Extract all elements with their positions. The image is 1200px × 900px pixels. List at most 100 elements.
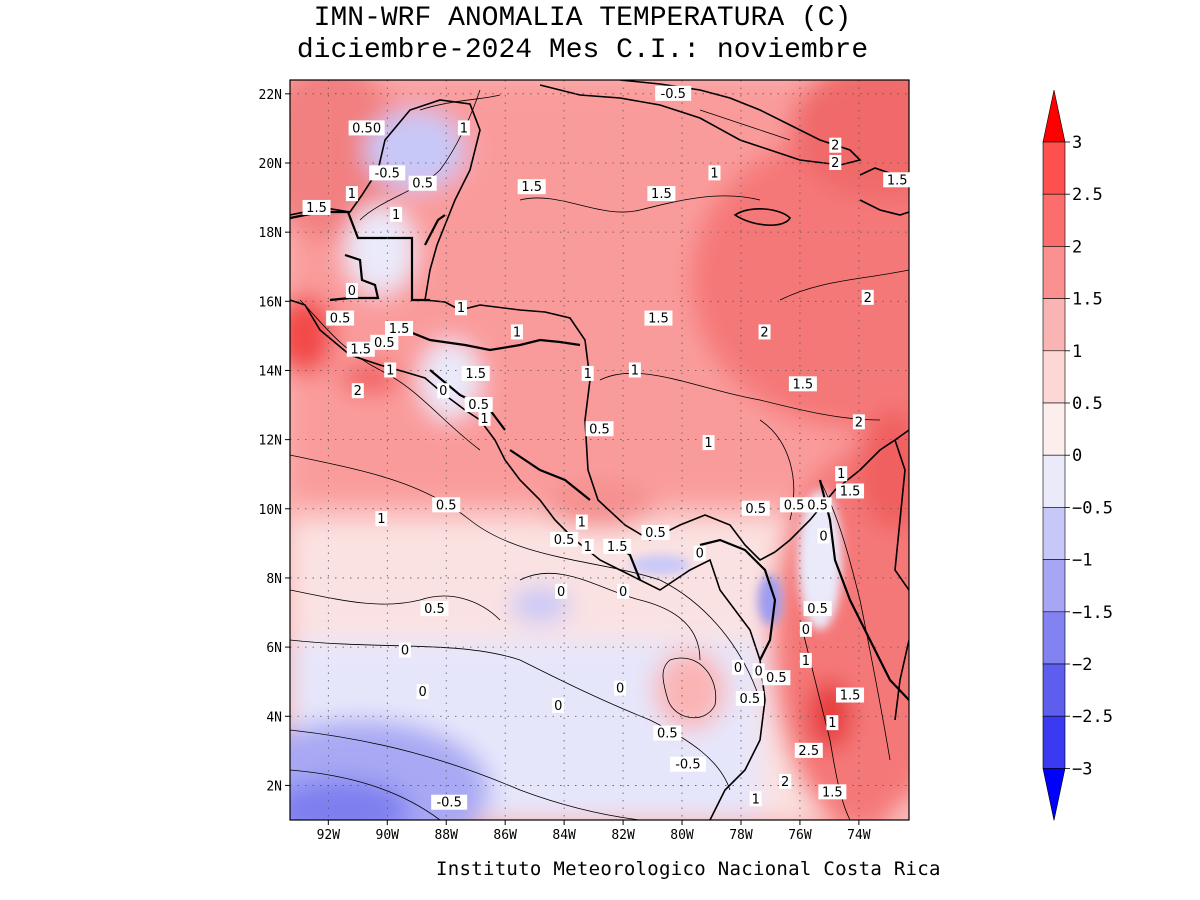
colorbar-label: 0 <box>1072 446 1082 466</box>
contour-label: 0 <box>752 663 765 679</box>
contour-labels: 0.50 1-0.50.511.5 11.5 1.51221.5-0.500.51.5… <box>302 85 912 811</box>
contour-label: 0.5 <box>370 334 399 351</box>
contour-label-text: 2 <box>864 291 872 306</box>
contour-label-bg <box>390 206 403 222</box>
contour-label-text: 2 <box>760 325 768 340</box>
contour-label-bg <box>803 497 832 513</box>
contour-label-text: 2.5 <box>798 744 819 759</box>
contour-label: -0.5 <box>669 756 706 773</box>
contour-label-bg <box>416 684 429 700</box>
contour-label-text: 0.5 <box>807 602 828 617</box>
contour-label-text: 2 <box>354 384 362 399</box>
contour-label: 0.5 <box>550 531 579 548</box>
contour-label-text: 0 <box>819 529 827 544</box>
contour-label-bg <box>835 466 848 482</box>
contour-label-text: 0.5 <box>807 498 828 513</box>
colorbar-arrow-top <box>1042 89 1066 143</box>
contour-label: 1 <box>454 300 467 316</box>
contour-label-text: 2 <box>781 775 789 790</box>
lat-tick-label: 16N <box>259 295 282 310</box>
contour-label-text: 1.5 <box>521 180 542 195</box>
contour-label-text: 1 <box>457 301 465 316</box>
contour-label: 1.5 <box>818 784 847 800</box>
lon-tick-label: 80W <box>670 828 694 843</box>
contour-label: 0.5 <box>326 310 355 327</box>
contour-label-text: 0.5 <box>739 692 760 707</box>
contour-label-text: 1.5 <box>350 343 371 358</box>
contour-label-text: 0 <box>619 585 627 600</box>
contour-label-bg <box>464 397 493 413</box>
contour-label-bg <box>603 538 632 554</box>
contour-label: -0.5 <box>431 794 468 811</box>
contour-label-bg <box>799 621 812 637</box>
contour-label-text: 1 <box>513 325 521 340</box>
contour-label: 0 <box>799 621 812 638</box>
contour-label-bg <box>644 310 673 326</box>
colorbar-segment <box>1042 507 1066 560</box>
contour-label: 0 <box>614 680 627 697</box>
colorbar-label: −2.5 <box>1072 707 1113 727</box>
contour-label-text: 0 <box>755 664 763 679</box>
colorbar-label: −1 <box>1072 551 1092 571</box>
contour-label-bg <box>555 583 568 599</box>
chart-title-line2: diciembre-2024 Mes C.I.: noviembre <box>296 35 869 66</box>
contour-label-text: 1 <box>584 367 592 382</box>
contour-label-text: 1 <box>480 412 488 427</box>
contour-label-text: 1 <box>704 436 712 451</box>
contour-label-bg <box>653 725 682 741</box>
contour-label-text: 1 <box>386 363 394 378</box>
contour-label-text: 1.5 <box>840 484 861 499</box>
contour-label-text: 1 <box>828 716 836 731</box>
contour-label: -0.5 <box>369 165 406 181</box>
contour-label-text: 0.5 <box>657 727 678 742</box>
contour-label: 1 <box>708 165 721 181</box>
contour-label-text: 1 <box>392 208 400 223</box>
contour-label-text: -0.5 <box>375 166 400 181</box>
contour-label-bg <box>817 528 830 544</box>
contour-label-bg <box>836 483 865 499</box>
contour-label-text: -0.5 <box>661 87 686 102</box>
contour-label-text: 0.5 <box>412 177 433 192</box>
colorbar-label: 0.5 <box>1072 394 1103 414</box>
contour-label-text: 1 <box>578 516 586 531</box>
colorbar-segment <box>1042 402 1066 456</box>
contour-label-bg <box>326 310 355 326</box>
contour-label-text: 1.5 <box>465 367 486 382</box>
colorbar-segment <box>1042 246 1066 299</box>
contour-label-text: 0.5 <box>436 498 457 513</box>
lat-tick-label: 18N <box>259 226 282 241</box>
credit-text: Instituto Meteorologico Nacional Costa R… <box>436 858 941 880</box>
contour-label-text: 2 <box>831 139 839 154</box>
contour-label: 1 <box>581 538 594 555</box>
contour-label-text: 1 <box>710 166 718 181</box>
contour-label-text: -0.5 <box>436 796 461 811</box>
lon-tick-label: 92W <box>317 828 341 843</box>
lon-tick-label: 90W <box>376 828 400 843</box>
colorbar-segment <box>1042 611 1066 665</box>
contour-label-text: -0.5 <box>675 758 700 773</box>
contour-label-bg <box>454 300 467 316</box>
contour-label-bg <box>752 663 765 679</box>
contour-label: 0 <box>693 545 706 562</box>
contour-label: 0 <box>398 642 411 659</box>
contour-label-bg <box>628 362 641 378</box>
contour-label-bg <box>431 794 468 810</box>
contour-label: 1 <box>581 365 594 382</box>
contour-label-bg <box>346 341 375 357</box>
contour-label-bg <box>708 165 721 181</box>
contour-label-text: 1.5 <box>840 689 861 704</box>
colorbar-segment <box>1042 193 1066 247</box>
contour-label-bg <box>408 175 437 191</box>
contour-label-bg <box>732 659 745 675</box>
contour-label-bg <box>829 154 842 170</box>
contour-label-text: 1 <box>802 654 810 669</box>
contour-label: 1.5 <box>346 341 375 358</box>
contour-label-bg <box>702 435 715 451</box>
contour-label-bg <box>669 756 706 772</box>
contour-label-bg <box>794 742 823 758</box>
contour-label-text: 0.5 <box>589 422 610 437</box>
contour-label: 1 <box>384 362 397 378</box>
contour-label-bg <box>398 642 411 658</box>
contour-label: 2 <box>351 383 364 399</box>
